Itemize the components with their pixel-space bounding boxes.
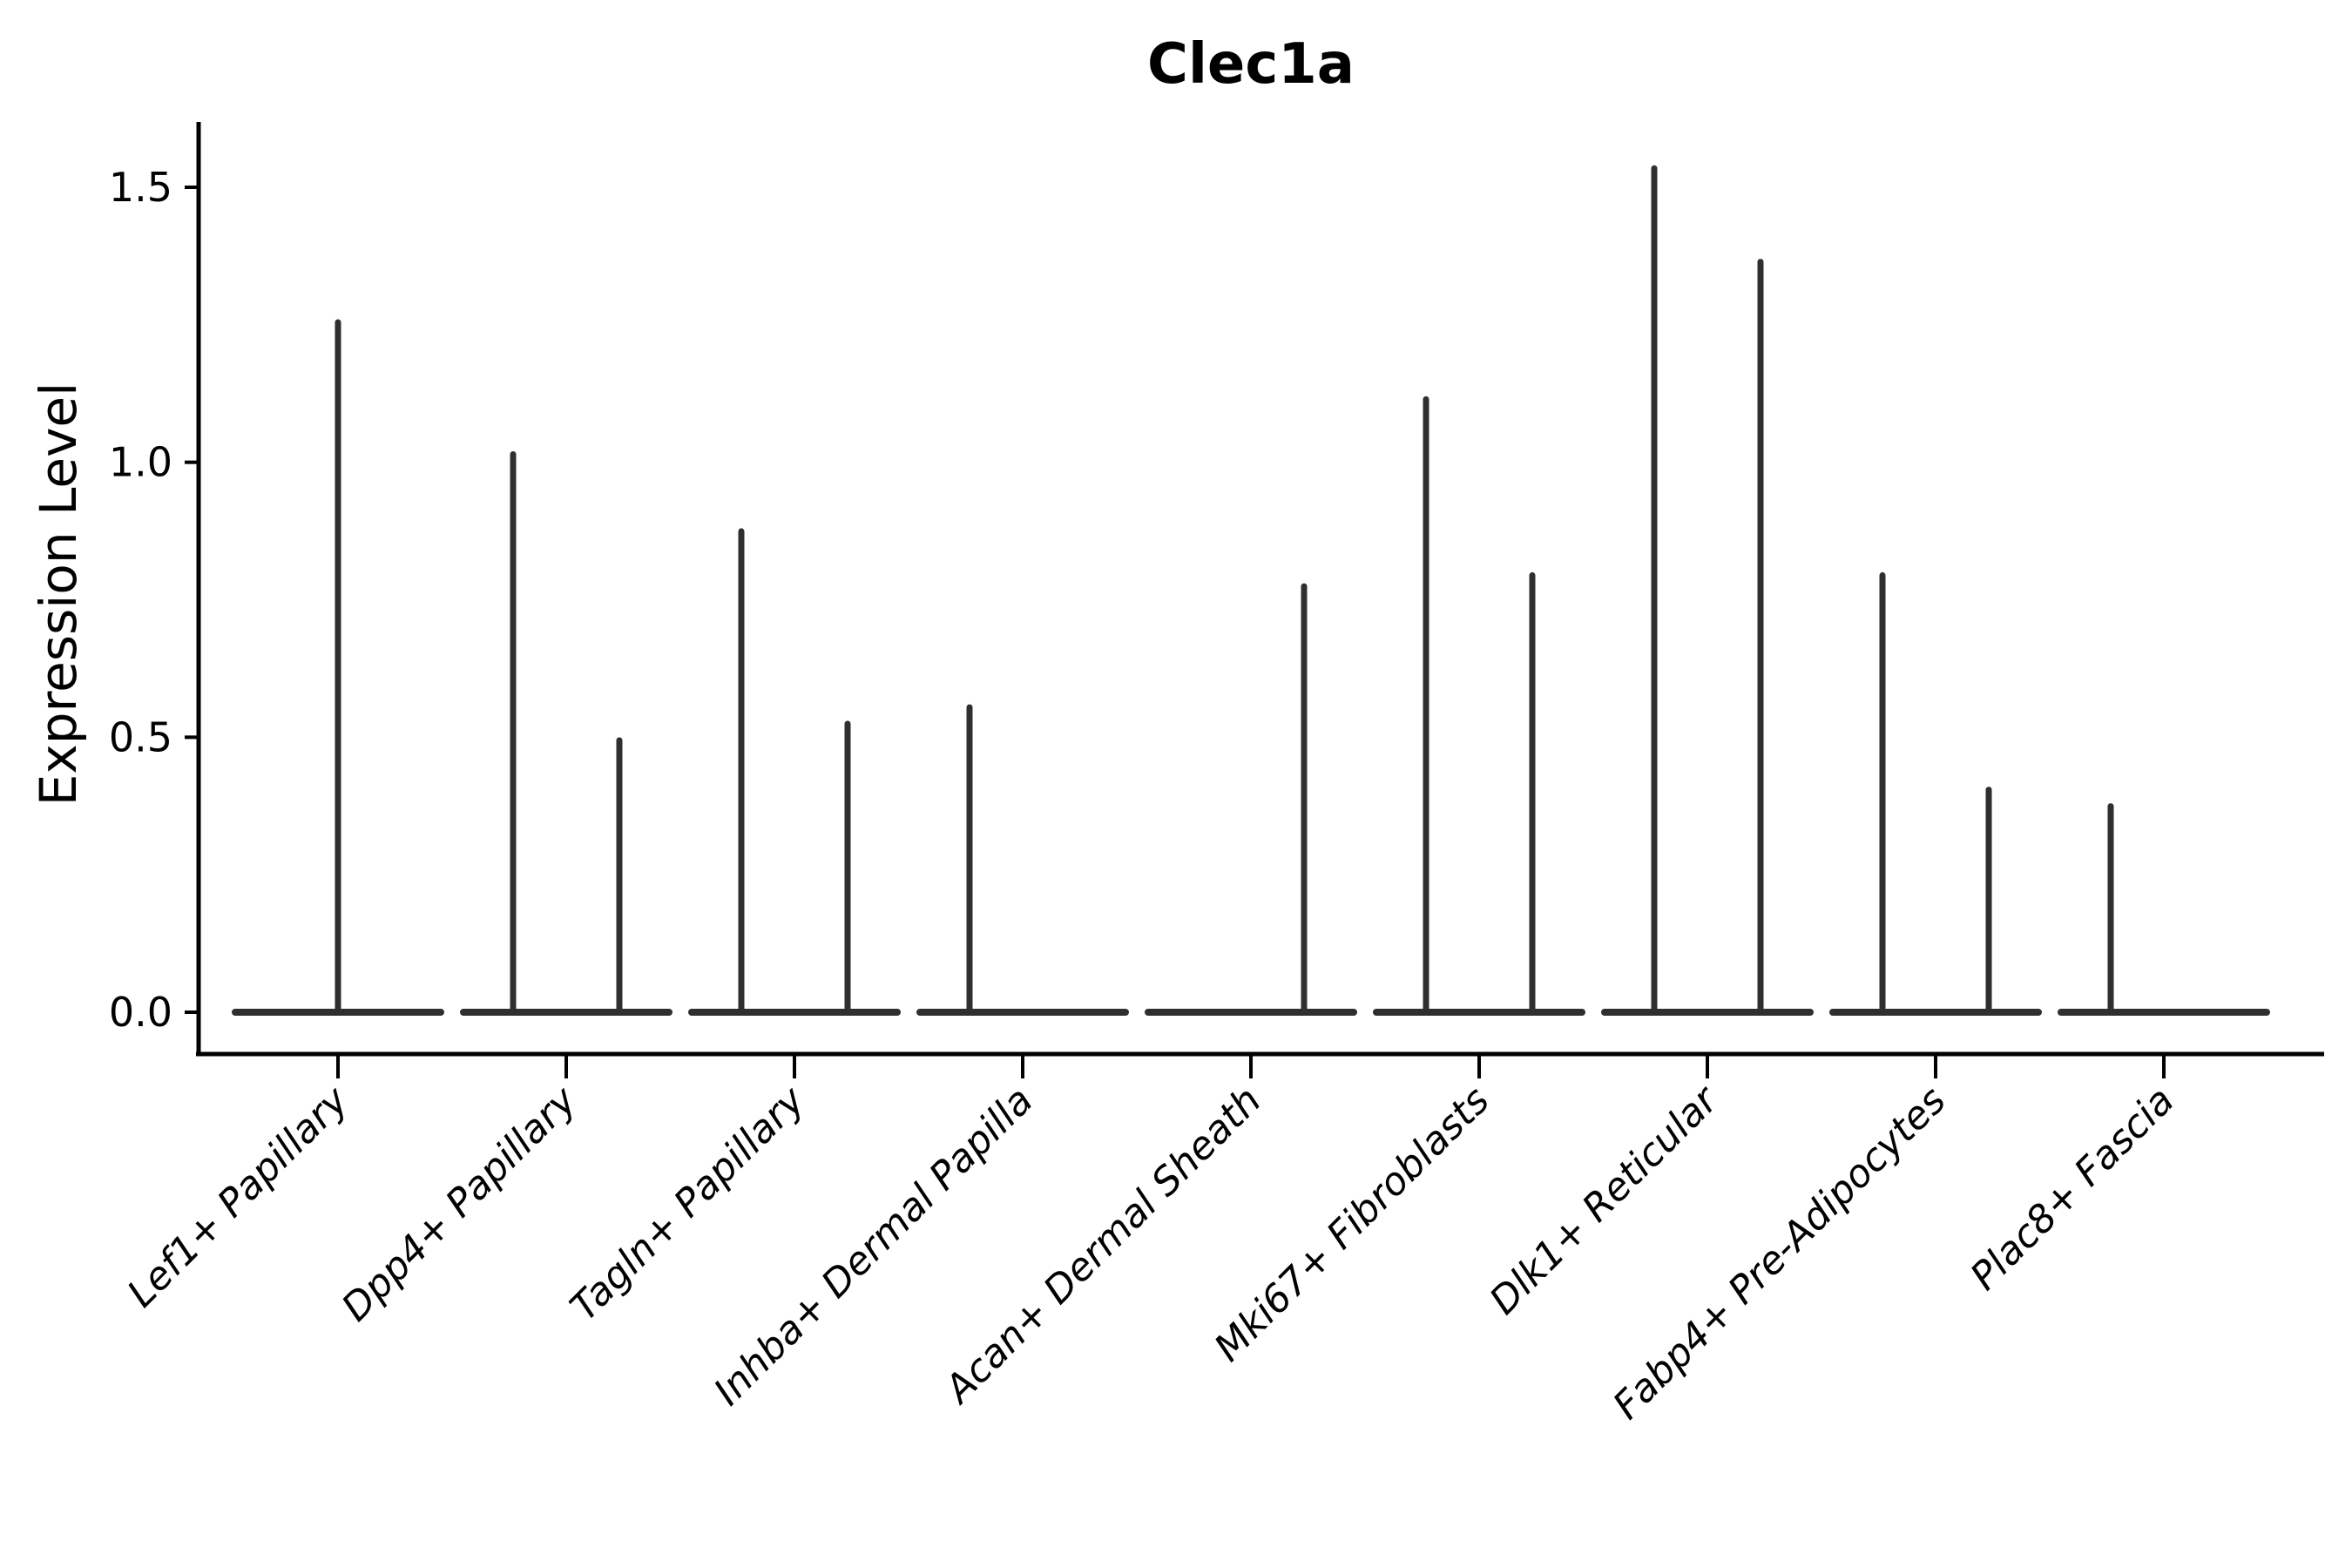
violin-needle	[616, 737, 623, 1014]
violin-needle	[1651, 165, 1658, 1014]
y-axis-tick-label: 0.0	[109, 989, 172, 1036]
violin-baseline	[1145, 1009, 1357, 1016]
violin-needle	[1423, 395, 1429, 1014]
x-axis-label: Dlk1+ Reticular	[1481, 1077, 1727, 1323]
y-axis-tick-label: 1.5	[109, 164, 172, 211]
x-axis-label: Dpp4+ Papillary	[334, 1078, 586, 1330]
x-axis-label: Lef1+ Papillary	[119, 1078, 358, 1316]
y-axis-tick-label: 1.0	[109, 439, 172, 486]
violin-needle	[1985, 787, 1992, 1014]
violin-needle	[844, 720, 851, 1014]
violin-needle	[1757, 259, 1764, 1015]
violin-needle	[1529, 571, 1536, 1014]
chart-title: Clec1a	[1147, 32, 1355, 97]
violin-needle	[1879, 571, 1886, 1014]
x-axis-label: Plac8+ Fascia	[1962, 1078, 2182, 1299]
violin-baseline	[688, 1009, 901, 1016]
violin-baseline	[1829, 1009, 2042, 1016]
violin-baseline	[916, 1009, 1129, 1016]
violin-needle	[510, 451, 517, 1014]
violin-needle	[2107, 803, 2114, 1014]
violin-baseline	[1601, 1009, 1814, 1016]
violin-baseline	[1373, 1009, 1585, 1016]
violin-baseline	[460, 1009, 672, 1016]
violin-needle	[966, 704, 973, 1014]
x-axis-label: Tagln+ Papillary	[562, 1078, 814, 1329]
violin-needle	[1301, 583, 1308, 1014]
violin-needle	[738, 528, 745, 1014]
violin-needle	[335, 319, 341, 1015]
violin-baseline	[2058, 1009, 2270, 1016]
y-axis-tick-label: 0.5	[109, 713, 172, 760]
